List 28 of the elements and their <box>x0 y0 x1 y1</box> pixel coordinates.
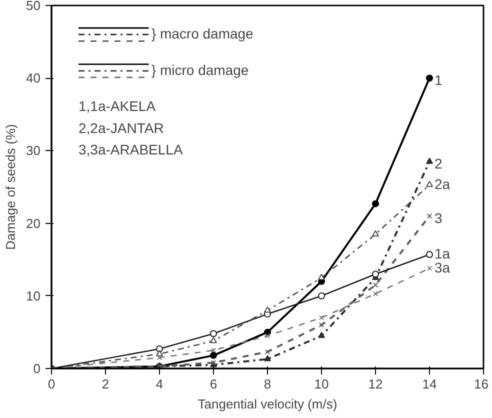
x-tick-label: 12 <box>368 376 383 392</box>
x-axis-title: Tangential velocity (m/s) <box>198 396 338 412</box>
x-tick-label: 2 <box>102 376 110 392</box>
annotation: } micro damage <box>151 62 249 78</box>
y-tick-label: 10 <box>26 288 41 304</box>
x-tick-label: 8 <box>264 376 272 392</box>
annotation: 1,1a-AKELA <box>78 98 156 114</box>
y-axis-title: Damage of seeds (%) <box>3 124 18 250</box>
x-tick-label: 14 <box>422 376 437 392</box>
series-label: 3a <box>434 259 450 276</box>
series-label: 2a <box>434 176 450 192</box>
series-label: 1a <box>434 246 450 262</box>
series-label: 1 <box>434 72 442 88</box>
x-tick-label: 0 <box>48 376 56 392</box>
y-tick-label: 20 <box>26 216 41 231</box>
series-label: 3 <box>434 210 442 226</box>
y-tick-label: 30 <box>26 143 41 158</box>
x-tick-label: 10 <box>314 376 329 392</box>
y-tick-label: 40 <box>26 70 41 86</box>
y-tick-label: 50 <box>26 0 41 13</box>
x-tick-label: 16 <box>474 376 489 392</box>
x-tick-label: 6 <box>210 376 218 392</box>
y-tick-label: 0 <box>33 361 41 376</box>
annotation: 3,3a-ARABELLA <box>78 142 184 158</box>
annotation: } macro damage <box>151 26 254 42</box>
annotation: 2,2a-JANTAR <box>78 120 164 136</box>
series-label: 2 <box>434 156 442 172</box>
x-tick-label: 4 <box>156 376 164 392</box>
